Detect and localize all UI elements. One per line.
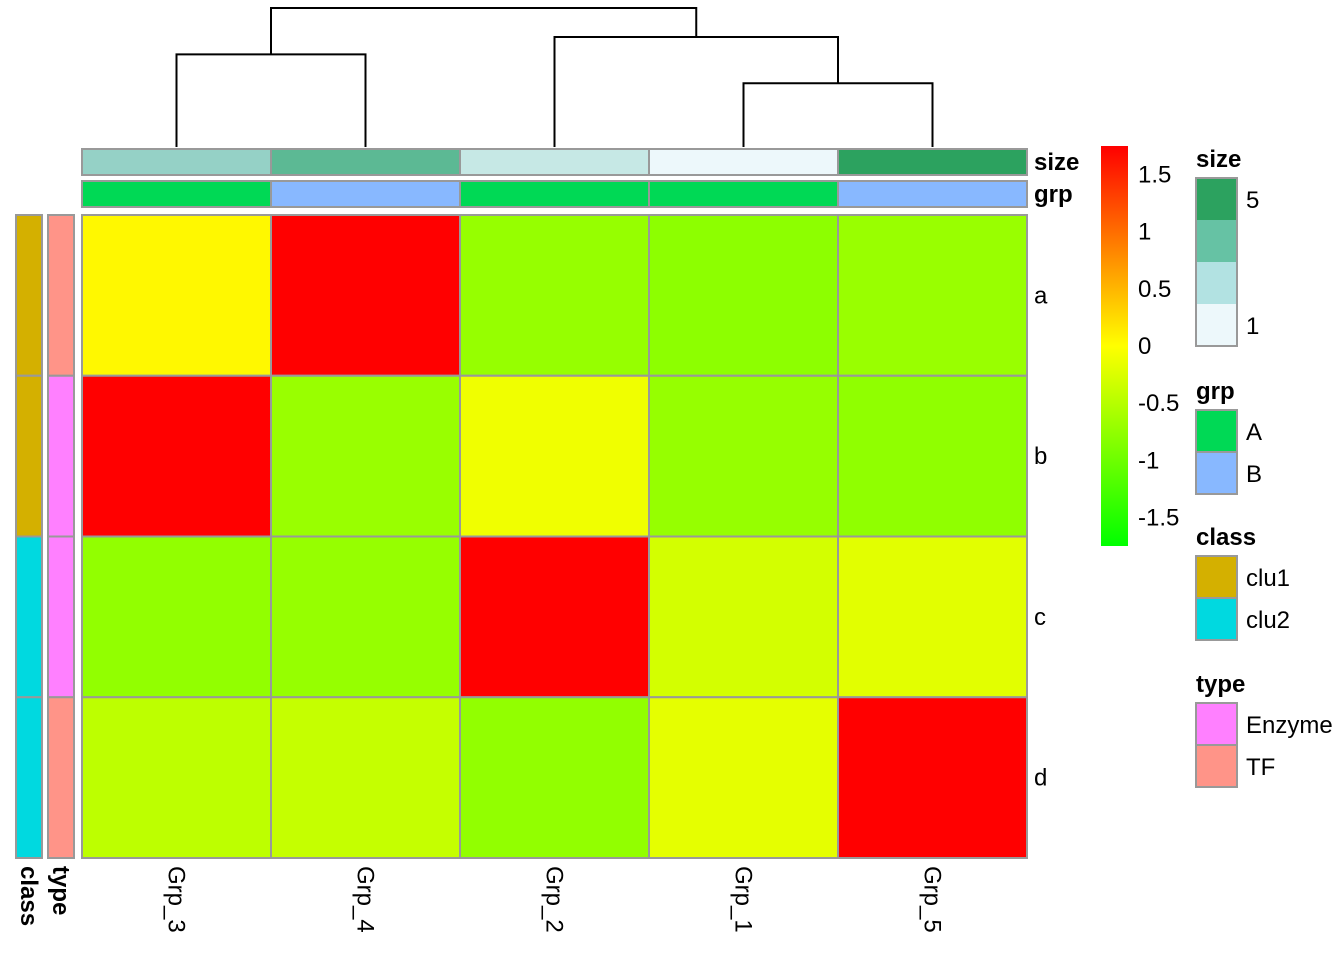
legend-grp-label-B: B [1246, 461, 1262, 488]
column-annotation-label-grp: grp [1034, 181, 1073, 208]
legend-size-swatch [1196, 178, 1237, 220]
column-label-Grp_5: Grp_5 [919, 866, 946, 933]
heatmap-cell-c-Grp_4 [270, 535, 461, 699]
colorbar-tick-label: -0.5 [1138, 390, 1179, 417]
legend-grp-swatch-B [1195, 451, 1238, 495]
heatmap-cell-b-Grp_3 [81, 374, 272, 538]
row-label-c: c [1034, 604, 1046, 631]
legend-size-frame [1195, 177, 1238, 347]
heatmap-cells [81, 214, 1028, 859]
row-label-d: d [1034, 765, 1047, 792]
dendrogram-branch-1 [742, 82, 934, 147]
row-annotation-type-a [47, 214, 75, 377]
column-annotation-grp-Grp_3 [81, 180, 272, 208]
heatmap-cell-a-Grp_5 [837, 214, 1028, 377]
heatmap-cell-c-Grp_2 [459, 535, 650, 699]
row-label-a: a [1034, 282, 1048, 309]
legend-size-label-max: 5 [1246, 187, 1259, 214]
row-annotations: class type [15, 214, 75, 926]
column-annotation-grp-Grp_1 [648, 180, 839, 208]
heatmap-cell-d-Grp_5 [837, 696, 1028, 859]
dendrogram-branch-3 [175, 53, 367, 147]
legend-class-swatch-clu2 [1195, 597, 1238, 641]
column-annotation-size-Grp_5 [837, 148, 1028, 176]
legend-size-swatch [1196, 262, 1237, 304]
legend-title-size: size [1196, 146, 1241, 173]
row-annotation-label-type: type [47, 866, 74, 915]
heatmap-cell-d-Grp_2 [459, 696, 650, 859]
row-annotation-class-d [15, 696, 43, 859]
column-annotation-size-Grp_3 [81, 148, 272, 176]
legend-type-swatch-TF [1195, 744, 1238, 788]
legend-class-label-clu1: clu1 [1246, 565, 1290, 592]
row-annotation-type-d [47, 696, 75, 859]
legend-size-label-min: 1 [1246, 313, 1259, 340]
column-dendrogram [175, 7, 934, 147]
legend-type-label-TF: TF [1246, 754, 1275, 781]
row-annotation-class-a [15, 214, 43, 377]
colorbar-tick-label: 0 [1138, 333, 1151, 360]
legend-type-swatch-Enzyme [1195, 702, 1238, 746]
column-label-Grp_3: Grp_3 [163, 866, 190, 933]
heatmap-cell-d-Grp_3 [81, 696, 272, 859]
row-annotation-class-b [15, 374, 43, 538]
legend-size-swatch [1196, 304, 1237, 346]
row-label-b: b [1034, 443, 1047, 470]
legend-class-label-clu2: clu2 [1246, 607, 1290, 634]
column-label-Grp_1: Grp_1 [730, 866, 757, 933]
row-annotation-label-class: class [15, 866, 42, 926]
column-annotation-grp-Grp_4 [270, 180, 461, 208]
heatmap-cell-a-Grp_2 [459, 214, 650, 377]
heatmap-cell-c-Grp_1 [648, 535, 839, 699]
column-label-Grp_2: Grp_2 [541, 866, 568, 933]
colorbar-tick-label: -1.5 [1138, 504, 1179, 531]
heatmap-cell-c-Grp_3 [81, 535, 272, 699]
legend-size-swatch [1196, 220, 1237, 262]
colorbar-tick-label: 1 [1138, 219, 1151, 246]
heatmap-cell-a-Grp_1 [648, 214, 839, 377]
legend-grp-label-A: A [1246, 419, 1262, 446]
column-annotation-size-Grp_4 [270, 148, 461, 176]
column-annotation-grp-Grp_2 [459, 180, 650, 208]
heatmap-cell-a-Grp_4 [270, 214, 461, 377]
heatmap-cell-d-Grp_1 [648, 696, 839, 859]
row-annotation-type-c [47, 535, 75, 699]
column-label-Grp_4: Grp_4 [352, 866, 379, 933]
heatmap-cell-c-Grp_5 [837, 535, 1028, 699]
heatmap-cell-b-Grp_1 [648, 374, 839, 538]
axis-labels: a b c d Grp_3 Grp_4 Grp_2 Grp_1 Grp_5 [163, 282, 1049, 932]
heatmap-cell-b-Grp_2 [459, 374, 650, 538]
legend-title-class: class [1196, 524, 1256, 551]
heatmap-cell-b-Grp_5 [837, 374, 1028, 538]
colorbar-tick-label: -1 [1138, 447, 1159, 474]
dendrogram-branch-4 [270, 7, 698, 55]
dendrogram-branch-2 [553, 35, 839, 147]
column-annotation-size-Grp_1 [648, 148, 839, 176]
legend-title-grp: grp [1196, 378, 1235, 405]
heatmap-cell-a-Grp_3 [81, 214, 272, 377]
color-scale-legend: 1.5 1 0.5 0 -0.5 -1 -1.5 [1101, 146, 1179, 546]
colorbar-tick-label: 1.5 [1138, 162, 1171, 189]
column-annotation-size-Grp_2 [459, 148, 650, 176]
column-annotation-label-size: size [1034, 149, 1079, 176]
row-annotation-type-b [47, 374, 75, 538]
heatmap-cell-b-Grp_4 [270, 374, 461, 538]
column-annotations: size grp [81, 148, 1079, 208]
legend-title-type: type [1196, 671, 1245, 698]
column-annotation-grp-Grp_5 [837, 180, 1028, 208]
legend-type-label-Enzyme: Enzyme [1246, 712, 1333, 739]
colorbar-tick-label: 0.5 [1138, 276, 1171, 303]
colorbar-gradient-bar [1101, 146, 1128, 546]
row-annotation-class-c [15, 535, 43, 699]
legend-grp-swatch-A [1195, 409, 1238, 453]
heatmap-cell-d-Grp_4 [270, 696, 461, 859]
legend-class-swatch-clu1 [1195, 555, 1238, 599]
